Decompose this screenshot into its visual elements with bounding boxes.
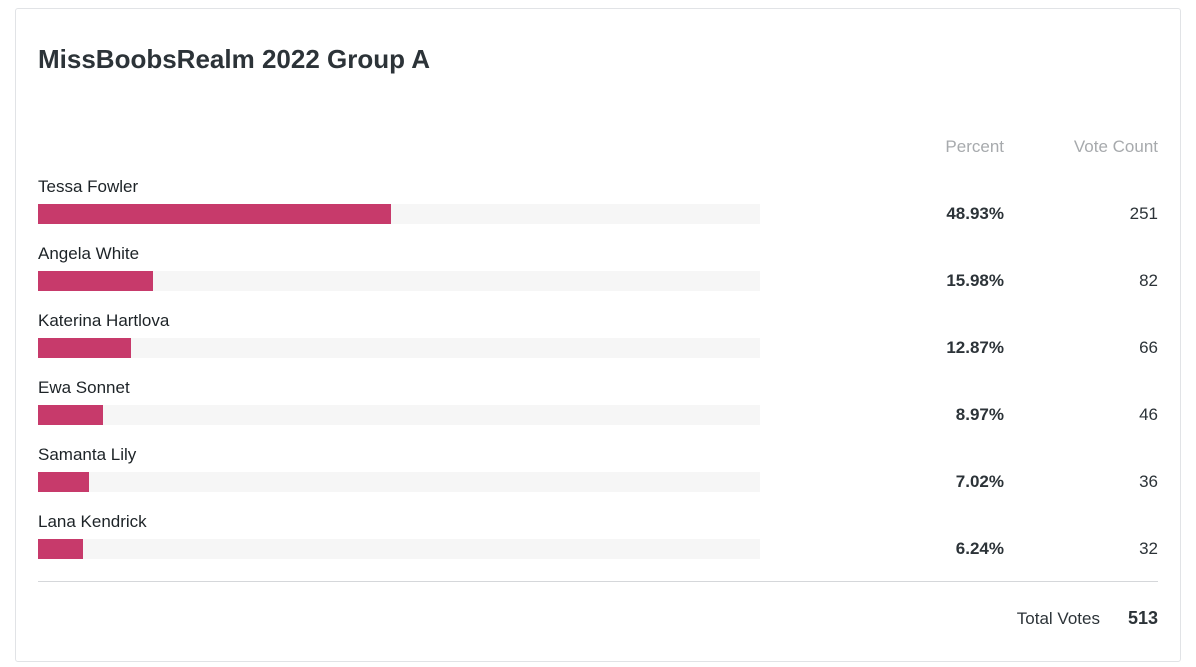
result-bar-track <box>38 271 760 291</box>
result-row-answer: Ewa Sonnet <box>38 378 760 445</box>
percent-value: 15.98% <box>946 271 1004 290</box>
candidate-name: Lana Kendrick <box>38 512 147 531</box>
result-bar-track <box>38 405 760 425</box>
result-bar-fill <box>38 338 131 358</box>
result-row-answer: Lana Kendrick <box>38 512 760 579</box>
candidate-name: Tessa Fowler <box>38 177 139 196</box>
poll-footer: Total Votes 513 <box>38 581 1158 629</box>
vote-count-value: 251 <box>1129 204 1158 223</box>
candidate-name: Samanta Lily <box>38 445 137 464</box>
result-row-answer: Samanta Lily <box>38 445 760 512</box>
result-row-answer: Tessa Fowler <box>38 177 760 244</box>
poll-title: MissBoobsRealm 2022 Group A <box>38 44 431 74</box>
candidate-name: Angela White <box>38 244 140 263</box>
candidate-name: Katerina Hartlova <box>38 311 170 330</box>
percent-value: 12.87% <box>946 338 1004 357</box>
result-bar-fill <box>38 405 103 425</box>
result-bar-track <box>38 472 760 492</box>
result-bar-fill <box>38 539 84 559</box>
total-votes-value: 513 <box>1127 608 1158 628</box>
result-bar-fill <box>38 271 154 291</box>
result-bar-fill <box>38 472 89 492</box>
total-votes-label: Total Votes <box>1016 609 1100 628</box>
vote-count-value: 32 <box>1139 539 1158 558</box>
column-header-percent: Percent <box>945 137 1004 156</box>
percent-value: 7.02% <box>955 472 1004 491</box>
vote-count-value: 66 <box>1139 338 1158 357</box>
vote-count-value: 82 <box>1139 271 1158 290</box>
percent-value: 8.97% <box>955 405 1004 424</box>
result-bar-track <box>38 338 760 358</box>
vote-count-value: 46 <box>1139 405 1158 424</box>
result-row-answer: Katerina Hartlova <box>38 311 760 378</box>
result-bar-fill <box>38 204 392 224</box>
result-row-answer: Angela White <box>38 244 760 311</box>
percent-value: 6.24% <box>955 539 1004 558</box>
candidate-name: Ewa Sonnet <box>38 378 130 397</box>
column-header-vote-count: Vote Count <box>1073 137 1158 156</box>
bar-column-spacer <box>38 137 760 177</box>
vote-count-value: 36 <box>1139 472 1158 491</box>
percent-value: 48.93% <box>946 204 1004 223</box>
result-bar-track <box>38 204 760 224</box>
poll-results-table: Percent Vote Count Tessa Fowler 48.93% 2… <box>38 137 1158 579</box>
poll-results-card: MissBoobsRealm 2022 Group A Percent Vote… <box>15 8 1181 662</box>
result-bar-track <box>38 539 760 559</box>
